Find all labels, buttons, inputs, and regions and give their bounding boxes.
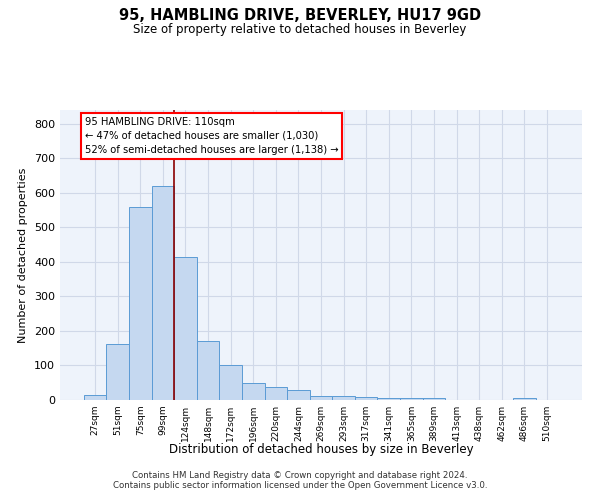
- Bar: [400, 398, 422, 400]
- Text: 95, HAMBLING DRIVE, BEVERLEY, HU17 9GD: 95, HAMBLING DRIVE, BEVERLEY, HU17 9GD: [119, 8, 481, 22]
- Bar: [220, 365, 242, 400]
- Bar: [422, 398, 445, 400]
- Bar: [310, 396, 332, 400]
- Text: Contains HM Land Registry data © Crown copyright and database right 2024.
Contai: Contains HM Land Registry data © Crown c…: [113, 470, 487, 490]
- Bar: [174, 258, 197, 400]
- Bar: [287, 390, 310, 400]
- Text: 95 HAMBLING DRIVE: 110sqm
← 47% of detached houses are smaller (1,030)
52% of se: 95 HAMBLING DRIVE: 110sqm ← 47% of detac…: [85, 117, 338, 155]
- Y-axis label: Number of detached properties: Number of detached properties: [19, 168, 28, 342]
- Text: Size of property relative to detached houses in Beverley: Size of property relative to detached ho…: [133, 22, 467, 36]
- Bar: [355, 397, 377, 400]
- Bar: [197, 342, 220, 400]
- Bar: [265, 387, 287, 400]
- Bar: [242, 382, 265, 400]
- Bar: [129, 206, 152, 400]
- Bar: [513, 398, 536, 400]
- Bar: [84, 395, 106, 400]
- Bar: [106, 344, 129, 400]
- Text: Distribution of detached houses by size in Beverley: Distribution of detached houses by size …: [169, 442, 473, 456]
- Bar: [152, 186, 174, 400]
- Bar: [332, 396, 355, 400]
- Bar: [377, 398, 400, 400]
